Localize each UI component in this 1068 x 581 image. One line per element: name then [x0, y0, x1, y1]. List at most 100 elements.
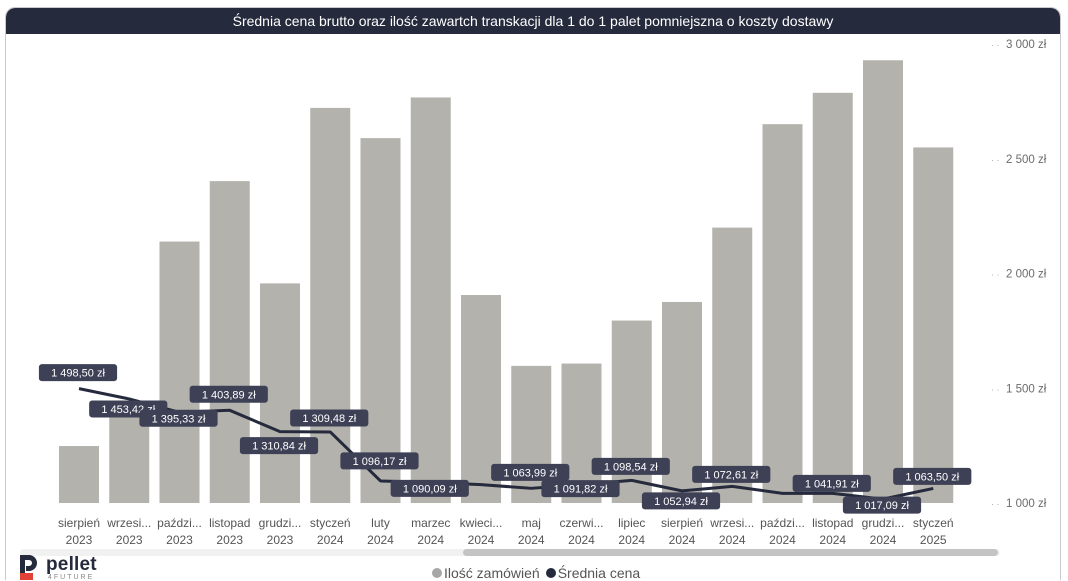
data-label: 1 395,33 zł	[152, 413, 206, 425]
bar	[209, 181, 250, 503]
x-tick-year: 2023	[216, 533, 243, 547]
x-tick-label: paździ...	[157, 516, 202, 530]
bar	[812, 92, 853, 504]
data-label-box	[541, 480, 620, 498]
y-tick-marker: · ·	[991, 40, 1000, 50]
x-tick-year: 2024	[870, 533, 897, 547]
legend-line-swatch	[545, 568, 556, 578]
x-tick-label: listopad	[812, 516, 853, 530]
data-label-box	[340, 452, 419, 470]
y-tick-label: 2 000 zł	[1006, 269, 1047, 281]
x-tick-label: grudzi...	[862, 516, 905, 530]
pellet-logo: pellet 4FUTURE	[18, 553, 138, 581]
y-tick-marker: · ·	[991, 499, 1000, 509]
data-label: 1 072,61 zł	[704, 469, 758, 481]
logo-mark-icon	[20, 555, 37, 580]
data-label-box	[239, 437, 319, 455]
data-label-box	[491, 463, 570, 481]
bar	[360, 138, 401, 503]
logo-subtext: 4FUTURE	[48, 574, 95, 581]
data-label: 1 096,17 zł	[353, 456, 407, 468]
y-tick-label: 3 000 zł	[1006, 39, 1047, 51]
x-tick-year: 2024	[719, 533, 746, 547]
x-tick-year: 2023	[66, 533, 93, 547]
x-tick-label: sierpień	[58, 516, 100, 530]
data-label-box	[641, 492, 721, 510]
x-tick-year: 2024	[819, 533, 846, 547]
x-tick-year: 2024	[468, 533, 495, 547]
bar	[410, 97, 451, 504]
x-tick-year: 2023	[267, 533, 294, 547]
x-tick-label: wrzesi...	[709, 516, 754, 530]
bar	[913, 147, 954, 503]
x-tick-year: 2024	[618, 533, 645, 547]
x-tick-label: sierpień	[661, 516, 703, 530]
x-tick-label: paździ...	[760, 516, 805, 530]
bar	[611, 320, 652, 503]
bar	[109, 412, 150, 503]
price-line	[78, 387, 934, 501]
data-label: 1 017,09 zł	[855, 500, 909, 512]
x-tick-label: wrzesi...	[106, 516, 151, 530]
x-tick-year: 2024	[669, 533, 696, 547]
x-tick-label: marzec	[411, 516, 450, 530]
x-tick-year: 2024	[317, 533, 344, 547]
data-label: 1 041,91 zł	[805, 478, 859, 490]
y-tick-marker: · ·	[991, 155, 1000, 165]
data-label-box	[842, 496, 922, 514]
data-label: 1 063,99 zł	[503, 467, 557, 479]
data-label-box	[591, 457, 670, 475]
bar	[159, 241, 200, 503]
y-tick-label: 2 500 zł	[1006, 154, 1047, 166]
data-label: 1 310,84 zł	[252, 441, 306, 453]
x-tick-year: 2024	[769, 533, 796, 547]
logo-text: pellet	[46, 554, 97, 575]
bar	[712, 227, 753, 503]
data-label: 1 309,48 zł	[302, 413, 356, 425]
legend-bar-label[interactable]: Ilość zamówień	[444, 565, 540, 581]
x-tick-label: czerwi...	[559, 516, 603, 530]
data-label: 1 098,54 zł	[604, 461, 658, 473]
data-label-box	[189, 385, 268, 403]
x-tick-year: 2023	[166, 533, 193, 547]
x-tick-label: luty	[371, 516, 390, 530]
data-label: 1 091,82 zł	[554, 484, 608, 496]
data-label-box	[38, 364, 118, 382]
data-label: 1 090,09 zł	[403, 483, 457, 495]
x-tick-year: 2023	[116, 533, 143, 547]
scrollbar-thumb[interactable]	[463, 549, 998, 556]
x-tick-label: styczeń	[913, 516, 954, 530]
x-tick-label: listopad	[209, 516, 250, 530]
data-label-box	[792, 474, 871, 492]
x-tick-year: 2024	[518, 533, 545, 547]
bar	[762, 124, 803, 503]
y-tick-marker: · ·	[991, 270, 1000, 280]
data-label: 1 498,50 zł	[51, 368, 105, 380]
x-tick-year: 2025	[920, 533, 947, 547]
x-tick-label: styczeń	[310, 516, 351, 530]
bar	[59, 446, 99, 503]
y-tick-marker: · ·	[991, 384, 1000, 394]
data-label-box	[893, 467, 972, 485]
data-label: 1 052,94 zł	[654, 496, 708, 508]
legend-line-label[interactable]: Średnia cena	[557, 565, 641, 581]
x-tick-label: grudzi...	[259, 516, 302, 530]
y-tick-label: 1 000 zł	[1006, 498, 1047, 510]
data-label: 1 063,50 zł	[905, 471, 959, 483]
y-tick-label: 1 500 zł	[1006, 383, 1047, 395]
data-label: 1 403,89 zł	[202, 389, 256, 401]
data-label-box	[390, 479, 469, 497]
bar	[863, 60, 903, 504]
x-tick-year: 2024	[367, 533, 394, 547]
x-tick-label: kwieci...	[460, 516, 503, 530]
x-tick-label: lipiec	[618, 516, 645, 530]
x-tick-label: maj	[522, 516, 541, 530]
data-label-box	[290, 409, 369, 427]
data-label-box	[139, 409, 218, 427]
x-tick-year: 2024	[417, 533, 444, 547]
legend: Ilość zamówień Średnia cena	[430, 565, 640, 581]
bar	[310, 107, 351, 504]
data-label-box	[692, 465, 771, 483]
legend-bar-swatch	[432, 568, 442, 578]
